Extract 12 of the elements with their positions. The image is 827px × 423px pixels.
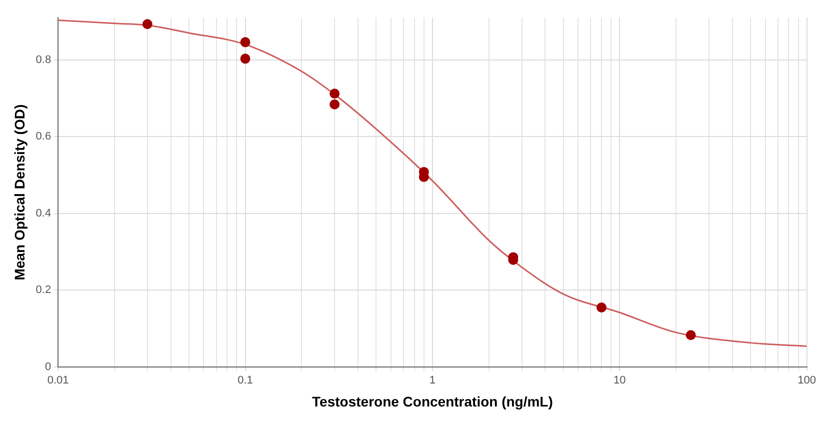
y-tick-label: 0.6 <box>36 130 52 143</box>
x-tick-label: 100 <box>798 374 816 387</box>
y-tick-label: 0.8 <box>36 54 52 66</box>
x-tick-label: 0.01 <box>47 374 69 387</box>
y-tick-label: 0 <box>44 361 52 374</box>
x-tick-label: 10 <box>614 374 626 387</box>
y-tick-label: 0.4 <box>36 207 52 220</box>
x-tick-label: 0.1 <box>238 374 253 387</box>
x-axis-title: Testosterone Concentration (ng/mL) <box>312 393 553 410</box>
y-tick-label: 0.2 <box>36 284 52 296</box>
x-tick-label: 1 <box>429 374 436 387</box>
y-axis-title: Mean Optical Density (OD) <box>11 104 28 280</box>
